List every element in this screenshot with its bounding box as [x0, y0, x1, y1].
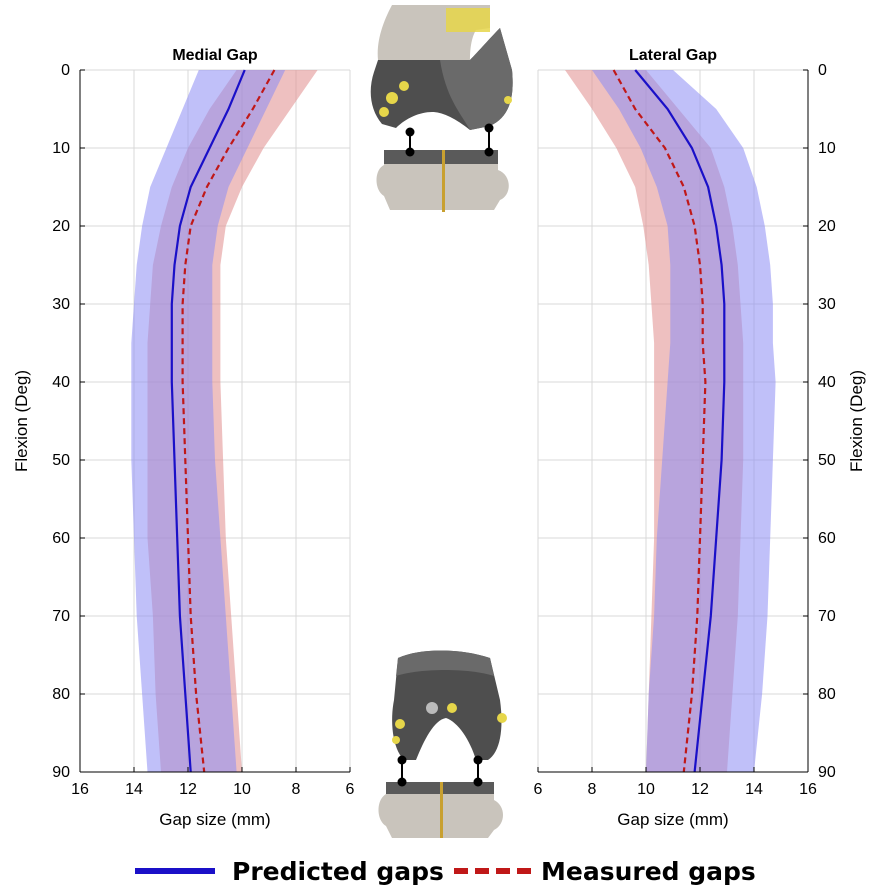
medial-y-axis-label: Flexion (Deg) [12, 370, 31, 472]
medial-x-tick-label: 12 [179, 781, 197, 798]
knee-implant-flexion-icon [378, 650, 507, 838]
medial-x-tick-label: 8 [292, 781, 301, 798]
medial-lines [170, 69, 276, 773]
medial-y-tick-label: 80 [52, 686, 70, 703]
lateral-x-tick-label: 6 [534, 781, 543, 798]
legend-measured-label: Measured gaps [541, 857, 756, 886]
lateral-y-tick-label: 10 [818, 140, 836, 157]
legend: Predicted gaps Measured gaps [135, 857, 756, 886]
medial-predicted-line [170, 69, 246, 773]
lateral-x-tick-label: 12 [691, 781, 709, 798]
lateral-chart-title: Lateral Gap [629, 47, 717, 64]
lateral-y-tick-label: 70 [818, 608, 836, 625]
medial-y-tick-label: 50 [52, 452, 70, 469]
lateral-y-tick-label: 50 [818, 452, 836, 469]
medial-y-tick-label: 70 [52, 608, 70, 625]
lateral-y-tick-label: 40 [818, 374, 836, 391]
lateral-y-tick-label: 60 [818, 530, 836, 547]
medial-chart-title: Medial Gap [172, 47, 258, 64]
lateral-axes: 6 8 10 12 14 16 0 10 20 30 40 50 60 70 80 90 [534, 62, 836, 798]
lateral-x-tick-label: 10 [637, 781, 655, 798]
medial-x-axis-label: Gap size (mm) [159, 810, 270, 829]
lateral-predicted-line [634, 69, 726, 773]
lateral-x-tick-label: 16 [799, 781, 817, 798]
lateral-y-tick-label: 80 [818, 686, 836, 703]
medial-measured-line [181, 69, 276, 773]
legend-predicted-label: Predicted gaps [232, 857, 444, 886]
lateral-measured-line [612, 69, 707, 773]
medial-x-tick-label: 6 [346, 781, 355, 798]
lateral-x-tick-label: 8 [588, 781, 597, 798]
lateral-x-axis-label: Gap size (mm) [617, 810, 728, 829]
lateral-gap-panel: 6 8 10 12 14 16 0 10 20 30 40 50 60 70 80 90 Lateral Ga… [534, 47, 866, 829]
lateral-y-tick-label: 90 [818, 764, 836, 781]
medial-predicted-band [131, 70, 286, 772]
medial-x-tick-label: 14 [125, 781, 143, 798]
medial-y-tick-label: 10 [52, 140, 70, 157]
knee-implant-extension-icon [370, 5, 513, 212]
medial-y-tick-label: 0 [61, 62, 70, 79]
lateral-x-tick-label: 14 [745, 781, 763, 798]
medial-y-tick-label: 60 [52, 530, 70, 547]
medial-y-tick-label: 40 [52, 374, 70, 391]
lateral-bands [565, 70, 776, 772]
medial-y-tick-label: 90 [52, 764, 70, 781]
medial-x-tick-label: 10 [233, 781, 251, 798]
medial-y-tick-label: 20 [52, 218, 70, 235]
lateral-lines [612, 69, 726, 773]
lateral-y-tick-label: 0 [818, 62, 827, 79]
lateral-y-tick-label: 20 [818, 218, 836, 235]
medial-bands [131, 70, 318, 772]
medial-y-tick-label: 30 [52, 296, 70, 313]
medial-x-tick-label: 16 [71, 781, 89, 798]
lateral-y-tick-label: 30 [818, 296, 836, 313]
lateral-predicted-band [592, 70, 776, 772]
lateral-y-axis-label: Flexion (Deg) [847, 370, 866, 472]
